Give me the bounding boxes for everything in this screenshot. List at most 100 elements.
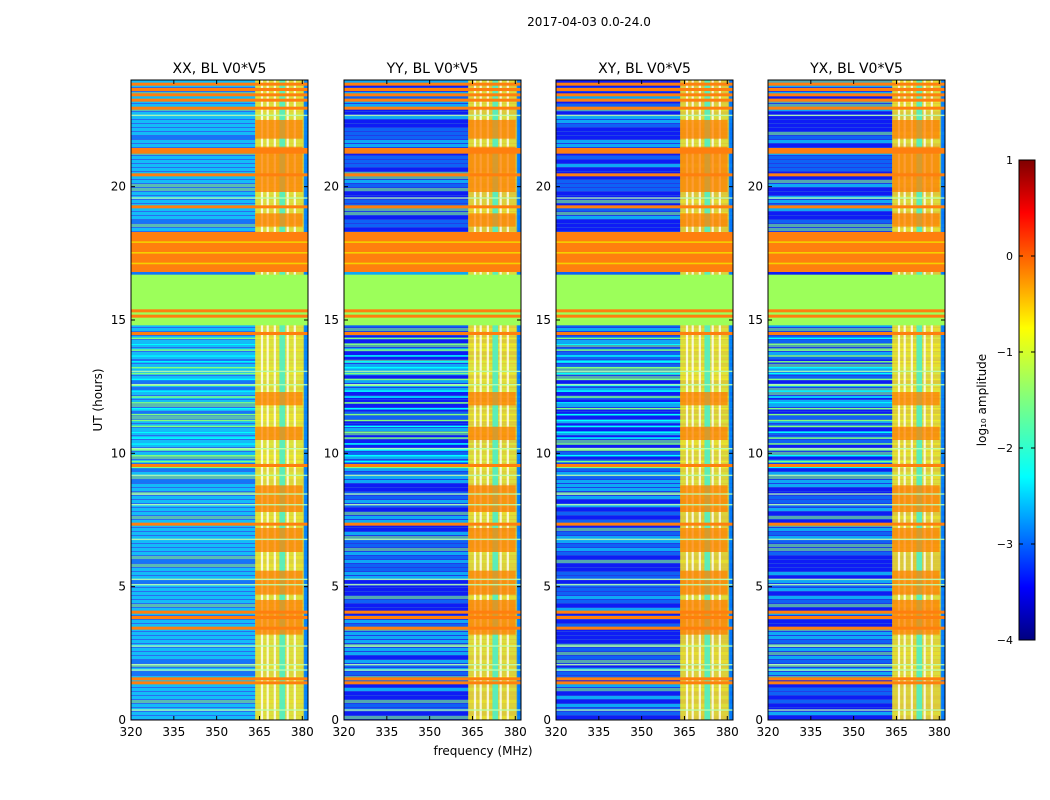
heatmap-cell bbox=[131, 197, 308, 199]
heatmap-cell bbox=[344, 700, 521, 703]
heatmap-cell bbox=[768, 205, 945, 209]
heatmap-cell bbox=[768, 355, 945, 357]
heatmap-cell bbox=[892, 120, 940, 139]
heatmap-cell bbox=[556, 220, 733, 223]
heatmap-cell bbox=[344, 504, 521, 507]
heatmap-cell bbox=[131, 262, 308, 265]
x-tick-label: 320 bbox=[333, 725, 356, 739]
heatmap-cell bbox=[556, 504, 733, 507]
heatmap-cell bbox=[940, 80, 945, 720]
heatmap-cell bbox=[556, 540, 733, 543]
heatmap-cell bbox=[344, 504, 521, 506]
heatmap-cell bbox=[680, 570, 728, 595]
heatmap-cell bbox=[556, 564, 733, 567]
heatmap-cell bbox=[131, 468, 308, 471]
y-tick-label: 5 bbox=[543, 580, 551, 594]
heatmap-cell bbox=[556, 400, 733, 403]
heatmap-cell bbox=[768, 337, 945, 340]
heatmap-cell bbox=[768, 578, 945, 581]
heatmap-cell bbox=[344, 370, 521, 373]
heatmap-cell bbox=[556, 272, 733, 275]
heatmap-panel: YY, BL V0*V5 320 335 350 365 380 0 5 10 15 20 bbox=[324, 61, 527, 739]
heatmap-cell bbox=[768, 352, 945, 355]
heatmap-cell bbox=[344, 608, 521, 611]
heatmap-cell bbox=[131, 431, 308, 433]
heatmap-cell bbox=[131, 370, 308, 373]
heatmap-cell bbox=[556, 173, 733, 177]
heatmap-cell bbox=[303, 80, 308, 720]
heatmap-cell bbox=[768, 692, 945, 695]
heatmap-cell bbox=[131, 192, 308, 195]
heatmap-cell bbox=[768, 440, 945, 443]
heatmap-cell bbox=[556, 596, 733, 599]
heatmap-cell bbox=[892, 570, 940, 595]
heatmap-cell bbox=[131, 116, 308, 119]
heatmap-cell bbox=[556, 384, 733, 386]
heatmap-cell bbox=[556, 444, 733, 447]
heatmap-cell bbox=[768, 188, 945, 191]
heatmap-cell bbox=[768, 624, 945, 627]
y-tick-label: 20 bbox=[536, 180, 551, 194]
x-tick-label: 320 bbox=[545, 725, 568, 739]
heatmap-cell bbox=[768, 560, 945, 563]
heatmap-cell bbox=[556, 184, 733, 187]
heatmap-cell bbox=[556, 309, 733, 313]
heatmap-cell bbox=[556, 692, 733, 695]
heatmap-cell bbox=[768, 116, 945, 119]
heatmap-cell bbox=[344, 180, 521, 183]
heatmap-cell bbox=[768, 688, 945, 691]
heatmap-cell bbox=[768, 636, 945, 639]
heatmap-cell bbox=[344, 588, 521, 591]
y-tick-label: 5 bbox=[755, 580, 763, 594]
heatmap-cell bbox=[344, 104, 521, 107]
heatmap-cell bbox=[556, 508, 733, 511]
heatmap-cell bbox=[131, 388, 308, 391]
heatmap-cell bbox=[131, 425, 308, 428]
heatmap-cell bbox=[344, 664, 521, 666]
heatmap-cell bbox=[344, 140, 521, 143]
heatmap-cell bbox=[344, 500, 521, 503]
heatmap-cell bbox=[131, 656, 308, 659]
heatmap-cell bbox=[768, 408, 945, 410]
heatmap-cell bbox=[131, 480, 308, 483]
heatmap-cell bbox=[556, 212, 733, 215]
heatmap-cell bbox=[556, 432, 733, 435]
heatmap-cell bbox=[344, 681, 521, 685]
heatmap-cell bbox=[131, 664, 308, 667]
heatmap-cell bbox=[556, 480, 733, 483]
heatmap-cell bbox=[344, 488, 521, 491]
y-tick-label: 10 bbox=[748, 446, 763, 460]
heatmap-cell bbox=[131, 664, 308, 666]
heatmap-cell bbox=[344, 437, 521, 439]
heatmap-cell bbox=[131, 419, 308, 422]
heatmap-cell bbox=[556, 520, 733, 523]
heatmap-cell bbox=[131, 349, 308, 351]
heatmap-cell bbox=[131, 366, 308, 369]
heatmap-cell bbox=[131, 669, 308, 671]
panel-title: XY, BL V0*V5 bbox=[598, 61, 691, 77]
heatmap-cell bbox=[255, 570, 303, 595]
heatmap-cell bbox=[131, 449, 308, 451]
heatmap-cell bbox=[556, 440, 733, 443]
figure-suptitle: 2017-04-03 0.0-24.0 bbox=[527, 15, 651, 29]
heatmap-cell bbox=[344, 576, 521, 579]
heatmap-cell bbox=[556, 262, 733, 265]
heatmap-cell bbox=[768, 452, 945, 455]
y-tick-label: 5 bbox=[331, 580, 339, 594]
colorbar-tick-label: 1 bbox=[1006, 154, 1013, 167]
heatmap-cell bbox=[768, 522, 945, 526]
heatmap-cell bbox=[768, 160, 945, 163]
heatmap-cell bbox=[892, 213, 940, 227]
heatmap-cell bbox=[556, 168, 733, 171]
heatmap-cell bbox=[344, 419, 521, 422]
heatmap-cell bbox=[768, 200, 945, 203]
heatmap-cell bbox=[131, 98, 308, 102]
heatmap-cell bbox=[131, 472, 308, 475]
heatmap-cell bbox=[556, 504, 733, 506]
heatmap-cell bbox=[768, 596, 945, 599]
heatmap-cell bbox=[344, 388, 521, 391]
heatmap-cell bbox=[344, 148, 521, 151]
heatmap-cell bbox=[556, 544, 733, 547]
heatmap-cell bbox=[344, 431, 521, 433]
